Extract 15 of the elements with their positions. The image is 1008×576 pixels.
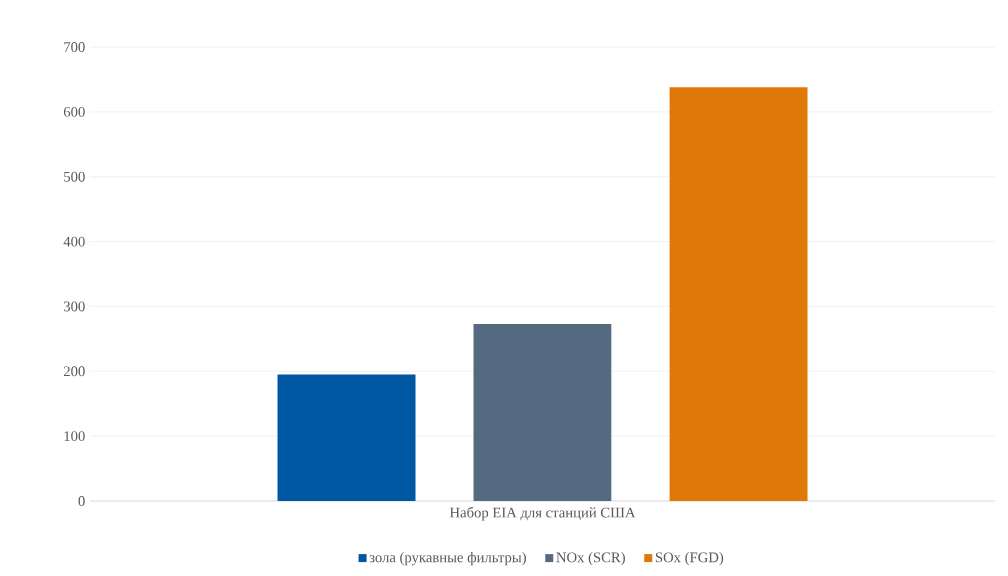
x-axis-title: Набор EIA для станций США (449, 506, 636, 521)
y-tick-label: 100 (64, 431, 85, 442)
y-tick-label: 600 (63, 106, 85, 117)
legend-label: NOx (SCR) (556, 552, 625, 566)
y-tick-label: 700 (64, 42, 85, 52)
y-tick-label: 500 (64, 171, 85, 182)
bar (473, 323, 612, 501)
y-tick-label: 0 (78, 496, 85, 506)
bar (669, 87, 808, 501)
y-tick-label: 300 (64, 301, 85, 312)
y-tick-label: 400 (63, 236, 85, 247)
y-tick-label: 200 (63, 366, 85, 377)
legend-label: зола (рукавные фильтры) (369, 552, 526, 566)
bar (277, 374, 416, 501)
legend-label: SOx (FGD) (655, 552, 724, 566)
